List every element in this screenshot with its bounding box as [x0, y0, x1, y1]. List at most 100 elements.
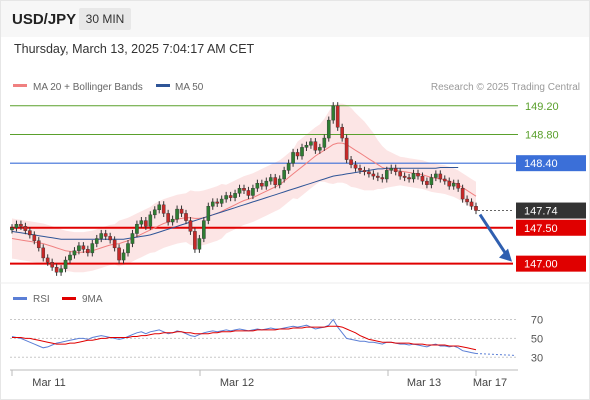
candle-body — [193, 231, 197, 250]
candle-body — [81, 245, 86, 250]
candle-body — [148, 214, 153, 227]
candle-body — [469, 201, 474, 207]
candle-body — [465, 198, 469, 203]
candle-body — [286, 162, 291, 171]
rsi-tick-30: 30 — [531, 352, 543, 364]
candle-body — [260, 183, 264, 187]
candle-body — [300, 147, 304, 157]
candle-body — [389, 167, 394, 171]
candle-body — [45, 257, 50, 263]
candle-body — [237, 188, 242, 194]
candle-body — [367, 171, 371, 175]
rsi-panel: 70 50 30 — [10, 315, 543, 364]
candle-body — [103, 233, 108, 237]
candle-body — [117, 247, 121, 261]
rsi-line — [11, 318, 477, 354]
candle-body — [393, 167, 398, 172]
ma20-legend-swatch — [13, 84, 27, 87]
candle-body — [277, 178, 282, 185]
candle-body — [416, 173, 420, 177]
candle-body — [331, 105, 336, 121]
candle-body — [41, 247, 46, 259]
candle-body — [210, 201, 215, 207]
x-label-mar-11: Mar 11 — [32, 377, 65, 389]
candle-body — [340, 127, 344, 139]
candle-body — [456, 183, 460, 189]
candle-body — [420, 175, 425, 182]
candle-body — [233, 193, 237, 198]
candle-body — [68, 254, 72, 261]
candle-body — [402, 175, 407, 178]
level-tag-147.50 — [516, 219, 586, 236]
candle-body — [318, 147, 322, 151]
candle-body — [224, 195, 228, 200]
candle-body — [264, 180, 269, 187]
candle-body — [152, 209, 157, 216]
candle-body — [322, 137, 327, 148]
candle-body — [326, 119, 331, 139]
candle-body — [335, 105, 340, 128]
candle-body — [273, 177, 278, 185]
candle-body — [353, 164, 358, 169]
candle-body — [295, 152, 300, 157]
candle-body — [313, 141, 318, 151]
rsi-ma-legend-swatch — [62, 297, 76, 300]
candlesticks — [10, 102, 478, 276]
candle-body — [77, 245, 81, 251]
ma20-legend-label: MA 20 + Bollinger Bands — [33, 82, 143, 93]
symbol-title: USD/JPY — [12, 11, 77, 28]
candle-body — [36, 240, 41, 249]
candle-body — [112, 239, 117, 249]
candle-body — [425, 180, 429, 185]
candle-body — [251, 188, 255, 196]
candle-body — [376, 175, 380, 178]
candle-body — [371, 173, 376, 177]
candle-body — [255, 183, 260, 189]
level-tag-147.74 — [516, 202, 586, 219]
candle-body — [135, 223, 139, 234]
price-level-labels: 149.20 148.80 148.40 147.74 147.50 147.00 — [516, 101, 586, 272]
candle-body — [434, 173, 438, 178]
forecast-arrow — [478, 213, 512, 262]
candle-body — [179, 208, 184, 214]
candle-body — [144, 220, 148, 227]
candle-body — [344, 137, 349, 160]
candle-body — [50, 262, 54, 268]
rsi-tick-50: 50 — [531, 333, 543, 345]
candle-body — [32, 234, 37, 241]
candle-body — [10, 227, 14, 231]
candle-body — [219, 198, 224, 204]
candle-body — [438, 173, 443, 180]
candle-body — [228, 195, 233, 198]
candle-body — [411, 173, 416, 180]
candle-body — [384, 170, 389, 180]
level-label-148.40: 148.40 — [524, 158, 558, 170]
candle-body — [28, 230, 32, 236]
ma50-line — [11, 167, 459, 240]
candle-body — [19, 223, 23, 227]
rsi-ma-legend-label: 9MA — [82, 294, 103, 305]
timeframe-button[interactable]: 30 MIN — [79, 8, 131, 30]
candle-body — [429, 177, 434, 185]
rsi-projection-line — [475, 353, 516, 356]
candle-body — [451, 183, 456, 187]
level-tag-147.00 — [516, 255, 586, 272]
candle-body — [23, 226, 28, 231]
candle-body — [268, 177, 273, 182]
candle-body — [407, 177, 411, 180]
candle-body — [242, 188, 246, 191]
9ma-line — [12, 325, 477, 351]
level-label-147.00: 147.00 — [524, 259, 558, 271]
level-label-149.20: 149.20 — [525, 101, 559, 113]
x-axis: Mar 11 Mar 12 Mar 13 Mar 17 — [11, 370, 507, 389]
rsi-legend: RSI 9MA — [13, 294, 103, 305]
header-bar: USD/JPY 30 MIN — [1, 1, 589, 37]
candle-body — [474, 206, 478, 211]
candle-body — [202, 220, 206, 239]
candle-body — [215, 201, 220, 204]
level-label-148.80: 148.80 — [525, 129, 559, 141]
x-label-mar-17: Mar 17 — [473, 377, 507, 389]
candle-body — [184, 213, 188, 221]
candle-body — [304, 145, 309, 148]
